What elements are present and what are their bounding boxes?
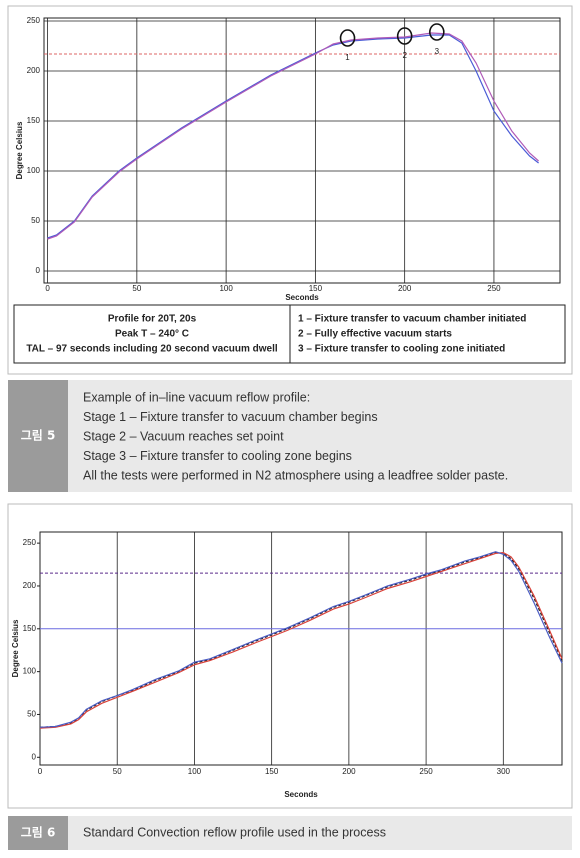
note: 3 – Fixture transfer to cooling zone ini… [298, 344, 505, 355]
y-tick-label: 200 [27, 66, 41, 75]
caption-line: Standard Convection reflow profile used … [83, 825, 386, 839]
caption-line: Stage 1 – Fixture transfer to vacuum cha… [83, 410, 378, 424]
x-tick-label: 150 [265, 767, 279, 776]
annotation-circle [396, 27, 413, 45]
caption-label-box [8, 380, 68, 492]
x-tick-label: 150 [309, 284, 323, 293]
y-tick-label: 0 [36, 266, 41, 275]
caption-label: 그림 6 [21, 826, 56, 840]
y-tick-label: 0 [32, 752, 37, 761]
x-tick-label: 100 [188, 767, 202, 776]
x-tick-label: 0 [45, 284, 50, 293]
y-tick-label: 100 [23, 667, 37, 676]
y-tick-label: 250 [23, 538, 37, 547]
x-axis-label: Seconds [285, 293, 319, 302]
note: Profile for 20T, 20s [108, 314, 197, 325]
caption-line: Example of in–line vacuum reflow profile… [83, 390, 310, 404]
x-tick-label: 250 [419, 767, 433, 776]
annotation-circle [429, 23, 445, 41]
note: Peak T – 240° C [115, 329, 189, 340]
x-tick-label: 250 [487, 284, 501, 293]
note: 1 – Fixture transfer to vacuum chamber i… [298, 314, 526, 325]
caption-line: All the tests were performed in N2 atmos… [83, 468, 508, 482]
y-tick-label: 150 [23, 624, 37, 633]
annotation-label: 2 [402, 51, 407, 60]
caption-line: Stage 2 – Vacuum reaches set point [83, 429, 284, 443]
caption-box [8, 816, 572, 850]
y-tick-label: 50 [27, 710, 36, 719]
x-tick-label: 200 [342, 767, 356, 776]
data-line [39, 551, 563, 728]
note: TAL – 97 seconds including 20 second vac… [26, 344, 278, 355]
y-axis-label: Degree Celsius [11, 619, 20, 677]
caption-label-box [8, 816, 68, 850]
annotation-label: 3 [435, 47, 440, 56]
plot-area [39, 531, 563, 766]
y-tick-label: 100 [27, 166, 41, 175]
caption-box [8, 380, 572, 492]
caption-label: 그림 5 [21, 429, 56, 443]
x-axis-label: Seconds [284, 790, 318, 799]
x-tick-label: 200 [398, 284, 412, 293]
annotation-circle [339, 29, 356, 47]
caption-line: Stage 3 – Fixture transfer to cooling zo… [83, 449, 352, 463]
note-cell [289, 304, 566, 364]
note: 2 – Fully effective vacuum starts [298, 329, 452, 340]
x-tick-label: 100 [219, 284, 233, 293]
plot-area [43, 17, 561, 284]
y-tick-label: 150 [27, 116, 41, 125]
x-tick-label: 300 [497, 767, 511, 776]
y-axis-label: Degree Celsius [15, 121, 24, 179]
y-tick-label: 50 [31, 216, 40, 225]
x-tick-label: 0 [38, 767, 43, 776]
annotation-label: 1 [345, 53, 350, 62]
y-tick-label: 250 [27, 16, 41, 25]
x-tick-label: 50 [132, 284, 141, 293]
y-tick-label: 200 [23, 581, 37, 590]
x-tick-label: 50 [113, 767, 122, 776]
